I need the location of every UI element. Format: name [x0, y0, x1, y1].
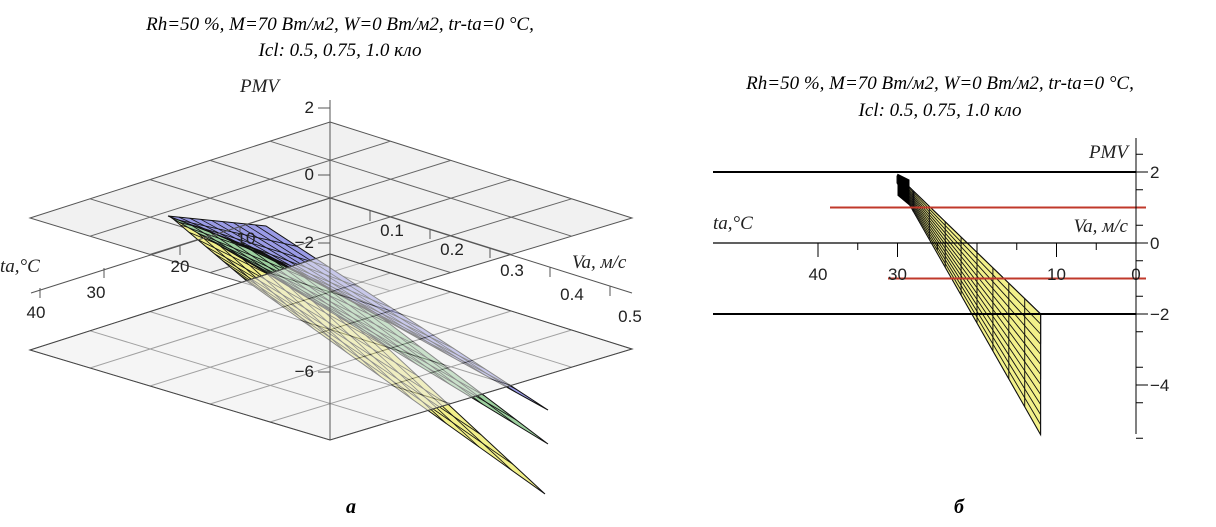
- pmv-minus2-plane-gridline: [89, 330, 391, 423]
- projection-mesh-line: [897, 178, 1041, 365]
- va-axis-tick-label: 0.2: [440, 240, 464, 259]
- pmv-zero-plane-gridline: [269, 140, 572, 237]
- va-axis-tick-label: 0.4: [560, 285, 584, 304]
- pmv-axis-tick-label: 0: [305, 165, 314, 184]
- va-axis-tick-label: 0.5: [618, 307, 642, 326]
- ta-axis-tick-label-b: 40: [809, 265, 828, 284]
- pmv-zero-plane-gridline: [89, 140, 391, 237]
- pmv-axis-label-b: PMV: [1088, 142, 1130, 163]
- va-axis-line: [329, 197, 633, 294]
- projection-mesh-line: [897, 179, 1041, 375]
- panel-b-label: б: [954, 496, 964, 518]
- pmv-minus2-plane-gridline: [209, 291, 512, 386]
- pmv-axis-tick-label: −6: [295, 362, 314, 381]
- pmv-minus2-plane-gridline: [149, 291, 451, 387]
- projection-mesh-line: [897, 177, 1041, 345]
- pmv-axis-tick-label-b: 2: [1150, 163, 1159, 182]
- panel-b-title-line2: Icl: 0.5, 0.75, 1.0 кло: [858, 100, 1022, 121]
- pmv-minus2-plane-group: [28, 253, 634, 441]
- pmv-axis-tick-label-b: −4: [1150, 376, 1169, 395]
- ta-axis-label: ta,°C: [0, 256, 40, 277]
- projection-dense-edge: [897, 173, 910, 206]
- panel-a-title-line2: Icl: 0.5, 0.75, 1.0 кло: [258, 40, 422, 61]
- ta-axis-tick-label: 20: [171, 257, 190, 276]
- pmv-axis-tick-label: 2: [305, 98, 314, 117]
- panel-a-title-line1: Rh=50 %, M=70 Вт/м2, W=0 Вт/м2, tr-ta=0 …: [146, 14, 534, 35]
- projection-mesh-line: [897, 183, 1041, 435]
- projection-mesh-line: [897, 179, 1041, 385]
- pmv-zero-plane-gridline: [149, 179, 451, 274]
- va-axis-label: Va, м/с: [572, 252, 627, 273]
- pmv-minus2-plane-fill: [28, 253, 634, 441]
- panel-a-label: a: [346, 496, 356, 518]
- pmv-axis-tick-label-b: −2: [1150, 305, 1169, 324]
- projection-mesh-line: [897, 175, 1041, 315]
- projection-mesh-line: [897, 180, 1041, 395]
- pmv-minus2-plane-gridline: [269, 329, 572, 423]
- projection-mesh-line: [897, 176, 1041, 335]
- va-axis-label-b: Va, м/с: [1074, 216, 1129, 237]
- ta-axis-tick-label-b: 10: [1047, 265, 1066, 284]
- projection-mesh-line: [897, 182, 1041, 425]
- ta-axis-tick-label: 30: [87, 283, 106, 302]
- pmv-axis-label: PMV: [239, 76, 281, 97]
- pmv-minus2-plane-gridline: [149, 311, 451, 405]
- surface-icl-1.0-mesh: [188, 223, 329, 268]
- va-axis-tick-label: 0.3: [500, 261, 524, 280]
- ta-axis-tick-label: 40: [27, 303, 46, 322]
- surface-icl-1.0-mesh: [178, 219, 298, 247]
- projection-mesh-line: [897, 181, 1041, 405]
- pmv-minus2-plane-gridline: [269, 272, 572, 368]
- projection-mesh-line: [897, 181, 1041, 415]
- projection-mesh-line: [897, 175, 1041, 325]
- pmv-minus2-plane-gridline: [209, 310, 512, 405]
- va-axis-tick-label: 0.1: [380, 221, 404, 240]
- pmv-minus2-plane-gridline: [89, 272, 391, 369]
- pmv-axis-tick-label-b: 0: [1150, 234, 1159, 253]
- ta-axis-tick-label-b: 30: [888, 265, 907, 284]
- pmv-axis-tick-label: −2: [295, 233, 314, 252]
- ta-axis-label-b: ta,°C: [713, 213, 753, 234]
- projection-mesh-line: [897, 177, 1041, 355]
- ta-axis-tick-label: 10: [237, 229, 256, 248]
- panel-b-title-line1: Rh=50 %, M=70 Вт/м2, W=0 Вт/м2, tr-ta=0 …: [746, 73, 1134, 94]
